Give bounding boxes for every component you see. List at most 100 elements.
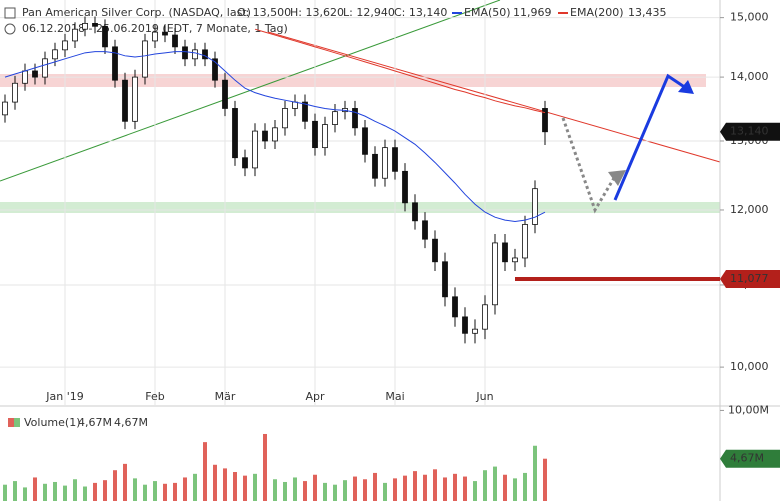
volume-bar [533,445,537,501]
volume-bar [173,482,177,501]
candle-body [132,76,138,122]
ema-line [4,51,546,223]
forecast-path [613,73,687,201]
volume-bar [83,486,87,501]
candle-body [532,188,538,225]
legend-label: EMA(50) [464,6,511,19]
candle-body [432,238,438,263]
volume-bar [383,482,387,501]
volume-bar [413,471,417,501]
candle-body [212,58,218,81]
candle-body [522,224,528,259]
volume-bar [213,464,217,501]
candle-body [462,316,468,334]
icon [4,7,16,19]
candle-body [202,49,208,60]
volume-bar [193,473,197,501]
y-tick-label: 14,000 [730,70,769,83]
volume-bar [63,485,67,501]
volume-bar [493,466,497,501]
header: Pan American Silver Corp. (NASDAQ, last)… [4,6,447,429]
volume-bar [73,479,77,501]
volume-bar [473,481,477,501]
candle-body [182,46,188,60]
volume-bar [513,478,517,501]
stat: O: 13,500 [237,6,291,19]
candle-body [72,28,78,42]
volume-bar [523,472,527,501]
volume-bar [203,442,207,501]
volume-bar [263,433,267,501]
background-layer [0,0,721,405]
y-tick-label: 15,000 [730,11,769,24]
candle-body [232,108,238,159]
volume-bar [23,487,27,501]
price-marker-label: 11,077 [730,272,769,285]
ema-line [254,28,546,114]
volume-bar [183,477,187,501]
x-tick-label: Apr [305,390,325,403]
candle-body [152,31,158,42]
candle-body [22,70,28,84]
volume-bar [3,484,7,501]
candle-body [172,34,178,48]
candle-body [262,130,268,142]
x-tick-label: Jan '19 [45,390,83,403]
volume-bar [403,475,407,501]
candle-body [162,31,168,36]
legend-label: EMA(200) [570,6,624,19]
candle-body [382,147,388,179]
volume-bar [363,479,367,501]
price-marker-label: 13,140 [730,125,769,138]
volume-bar [293,477,297,501]
candle-body [372,153,378,179]
volume-bar [233,472,237,501]
marks-layer [2,16,548,344]
candle-body [392,147,398,172]
legend-value: 4,67M [78,416,112,429]
support-zone [0,202,720,213]
candle-body [362,127,368,155]
candle-body [402,170,408,204]
legend-value: 11,969 [513,6,552,19]
candle-body [452,296,458,318]
volume-bar [53,481,57,501]
y-tick-label: 10,000 [730,360,769,373]
candle-body [92,22,98,27]
candle-body [292,101,298,109]
candle-body [512,257,518,263]
icon [14,418,20,427]
candle-body [412,202,418,222]
legend-value: 4,67M [114,416,148,429]
candle-body [282,108,288,129]
trend-line [267,31,721,163]
candle-body [222,79,228,109]
candle-body [32,70,38,78]
volume-bar [483,470,487,501]
volume-marker [720,449,780,468]
candle-body [252,130,258,169]
candle-body [482,304,488,330]
volume-bar [393,478,397,501]
volume-bar [313,474,317,501]
y-tick-label: 12,000 [730,203,769,216]
stat: H: 13,620 [290,6,344,19]
forecast-path [561,117,616,214]
y-tick-label: 10,00M [728,403,769,416]
candle-body [142,40,148,78]
price-marker [720,269,780,288]
candle-body [82,22,88,30]
volume-bar [243,475,247,501]
volume-bar [223,468,227,501]
x-tick-label: Mai [385,390,404,403]
overlay-layer: 13,140 11,077 [515,122,780,288]
volume-marker-label: 4,67M [730,452,764,465]
volume-bar [343,480,347,501]
candle-body [502,242,508,263]
candle-body [472,328,478,334]
volume-bar [43,483,47,501]
stat: L: 12,940 [343,6,395,19]
volume-bar [303,481,307,501]
legend-value: 13,435 [628,6,667,19]
